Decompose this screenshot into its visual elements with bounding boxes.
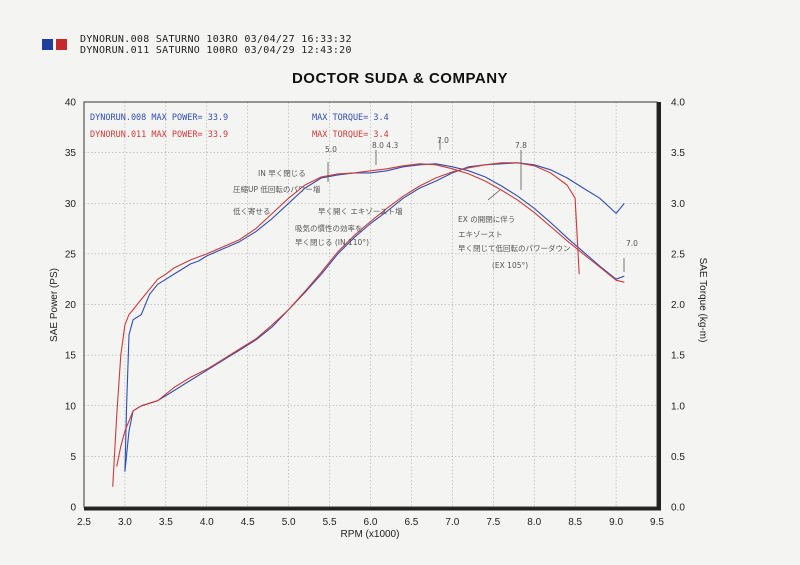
- y2-tick-label: 0.0: [671, 503, 685, 514]
- y2-tick-label: 2.5: [671, 249, 685, 260]
- y2-tick-label: 3.5: [671, 148, 685, 159]
- annotation-13: 7.0: [437, 136, 449, 145]
- x-tick-label: 5.5: [323, 517, 337, 528]
- y2-tick-label: 1.5: [671, 351, 685, 362]
- y-tick-label: 10: [65, 401, 77, 412]
- y-tick-labels: 0 5 10 15 20 25 30 35 40: [65, 98, 77, 514]
- x-tick-label: 7.5: [486, 517, 500, 528]
- grid-lines: [83, 101, 658, 508]
- annotation-9: 早く閉じて低回転のパワーダウン: [458, 244, 571, 253]
- x-tick-label: 6.5: [404, 517, 418, 528]
- x-tick-label: 3.5: [159, 517, 173, 528]
- annotation-4: 早く開く エキゾースト増: [318, 207, 403, 216]
- annotation-12: 8.0 4.3: [372, 141, 399, 150]
- annotation-2: 圧縮UP 低回転のパワー増: [233, 185, 321, 194]
- annotation-marks: [327, 138, 625, 272]
- y2-axis-label: SAE Torque (kg-m): [697, 258, 708, 343]
- annotation-6: 早く閉じる (IN 110°): [295, 238, 370, 247]
- x-tick-label: 5.0: [282, 517, 296, 528]
- legend-run1-power: DYNORUN.008 MAX POWER= 33.9: [90, 113, 229, 123]
- x-tick-label: 2.5: [77, 517, 91, 528]
- x-tick-label: 4.5: [241, 517, 255, 528]
- y-tick-label: 30: [65, 199, 77, 210]
- series-dynorun-008-power: [124, 163, 625, 472]
- y-tick-label: 40: [65, 98, 77, 109]
- x-axis-label: RPM (x1000): [341, 529, 400, 540]
- annotation-arrow: [487, 189, 501, 201]
- y2-tick-label: 3.0: [671, 199, 685, 210]
- x-tick-label: 3.0: [118, 517, 132, 528]
- annotation-10: (EX 105°): [492, 261, 529, 270]
- annotation-5: 吸気の慣性の効率を: [295, 224, 363, 233]
- legend-run1-torque: MAX TORQUE= 3.4: [312, 113, 389, 123]
- header-run2: DYNORUN.011 SATURNO 100RO 03/04/29 12:43…: [80, 45, 352, 56]
- x-tick-label: 4.0: [200, 517, 214, 528]
- series-dynorun-008-torque: [124, 162, 625, 472]
- run2-color-square: [56, 39, 67, 50]
- run1-color-square: [42, 39, 53, 50]
- annotation-8: エキゾースト: [458, 230, 503, 239]
- y2-tick-label: 1.0: [671, 401, 685, 412]
- chart-title: DOCTOR SUDA & COMPANY: [291, 70, 509, 87]
- series-lines: [112, 162, 625, 487]
- annotation-11: 5.0: [325, 145, 337, 154]
- y-tick-label: 15: [65, 351, 77, 362]
- annotation-3: 低く寄せる: [233, 207, 271, 216]
- y-tick-label: 20: [65, 300, 77, 311]
- annotation-1: IN 早く閉じる: [258, 169, 306, 178]
- annotation-15: 7.0: [626, 239, 638, 248]
- y-tick-label: 5: [70, 452, 76, 463]
- y-axis-label: SAE Power (PS): [49, 268, 60, 342]
- x-tick-label: 8.5: [568, 517, 582, 528]
- legend-run2-torque: MAX TORQUE= 3.4: [312, 130, 389, 140]
- y2-tick-label: 2.0: [671, 300, 685, 311]
- y2-tick-label: 0.5: [671, 452, 685, 463]
- legend-run2-power: DYNORUN.011 MAX POWER= 33.9: [90, 130, 229, 140]
- y-tick-label: 35: [65, 148, 77, 159]
- header-run1: DYNORUN.008 SATURNO 103RO 03/04/27 16:33…: [80, 34, 352, 45]
- series-dynorun-011-power: [112, 163, 625, 487]
- x-tick-labels: 2.5 3.0 3.5 4.0 4.5 5.0 5.5 6.0 6.5 7.0 7.5 8.0 8.5 9…: [77, 517, 664, 528]
- x-tick-label: 9.0: [609, 517, 623, 528]
- x-tick-label: 9.5: [650, 517, 664, 528]
- x-tick-label: 7.0: [445, 517, 459, 528]
- annotation-14: 7.8: [515, 141, 527, 150]
- annotation-7: EX の開閉に伴う: [458, 215, 516, 224]
- x-tick-label: 6.0: [364, 517, 378, 528]
- y-tick-label: 0: [70, 503, 76, 514]
- y2-tick-labels: 0.0 0.5 1.0 1.5 2.0 2.5 3.0 3.5 4.0: [671, 98, 685, 514]
- y-tick-label: 25: [65, 249, 77, 260]
- series-dynorun-011-torque: [116, 162, 580, 467]
- x-tick-label: 8.0: [527, 517, 541, 528]
- y2-tick-label: 4.0: [671, 98, 685, 109]
